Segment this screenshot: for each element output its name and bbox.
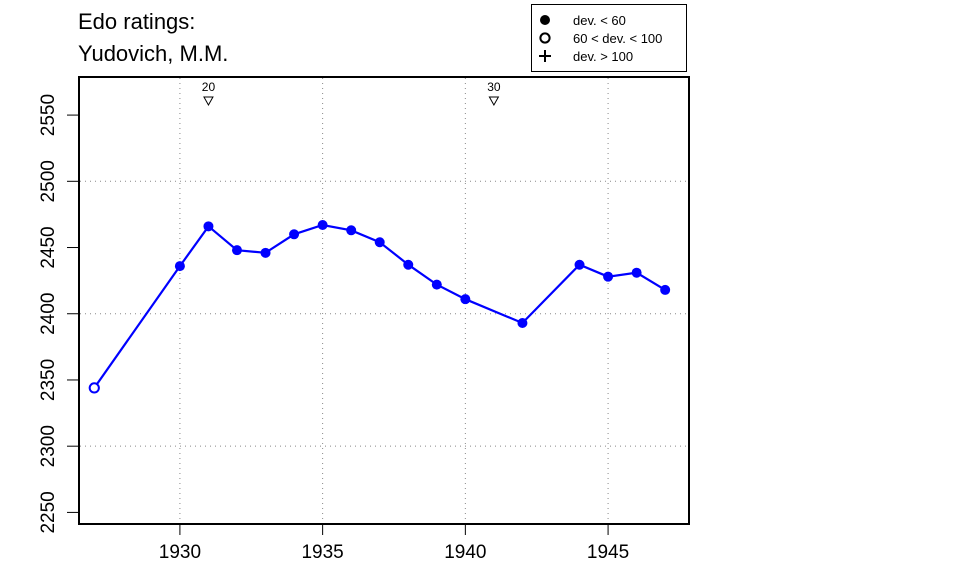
data-point bbox=[374, 237, 385, 248]
filled-circle-icon bbox=[540, 15, 550, 25]
x-tick-label: 1935 bbox=[301, 542, 343, 563]
data-point bbox=[88, 382, 100, 394]
data-point bbox=[631, 267, 642, 278]
data-point bbox=[403, 259, 414, 270]
rating-series bbox=[88, 220, 671, 394]
data-point bbox=[317, 220, 328, 231]
data-point bbox=[260, 247, 271, 258]
x-tick-label: 1940 bbox=[444, 542, 486, 563]
data-point bbox=[517, 318, 528, 329]
y-tick-label: 2450 bbox=[38, 226, 59, 268]
game-count-markers: 20 30 bbox=[202, 80, 501, 107]
data-point bbox=[346, 225, 357, 236]
legend-label: dev. < 60 bbox=[573, 13, 626, 28]
data-point bbox=[203, 221, 214, 232]
game-count-label: 30 bbox=[487, 80, 501, 94]
game-count-label: 20 bbox=[202, 80, 216, 94]
legend: dev. < 60 60 < dev. < 100 dev. > 100 bbox=[531, 4, 687, 72]
x-axis: 1930 1935 1940 1945 bbox=[159, 525, 629, 563]
legend-label: dev. > 100 bbox=[573, 49, 634, 64]
y-tick-label: 2550 bbox=[38, 94, 59, 136]
legend-entry-dev-gt-100: dev. > 100 bbox=[532, 48, 686, 66]
data-point bbox=[574, 259, 585, 270]
x-tick-label: 1930 bbox=[159, 542, 201, 563]
chart-title-line-1: Edo ratings: bbox=[78, 9, 196, 34]
data-point bbox=[431, 279, 442, 290]
y-axis: 2250 2300 2350 2400 2450 2500 2550 bbox=[38, 94, 79, 534]
plot-frame bbox=[78, 76, 690, 525]
grid-lines bbox=[80, 78, 688, 523]
triangle-down-icon bbox=[488, 96, 500, 107]
data-point bbox=[174, 261, 185, 272]
legend-entry-dev-lt-60: dev. < 60 bbox=[532, 12, 686, 30]
legend-entry-dev-60-100: 60 < dev. < 100 bbox=[532, 30, 686, 48]
data-point bbox=[660, 284, 671, 295]
data-point bbox=[460, 294, 471, 305]
y-tick-label: 2300 bbox=[38, 425, 59, 467]
data-point bbox=[289, 229, 300, 240]
data-point bbox=[231, 245, 242, 256]
y-tick-label: 2350 bbox=[38, 359, 59, 401]
data-point bbox=[603, 271, 614, 282]
y-tick-label: 2250 bbox=[38, 491, 59, 533]
triangle-down-icon bbox=[203, 96, 214, 107]
chart-title-line-2: Yudovich, M.M. bbox=[78, 41, 229, 66]
legend-label: 60 < dev. < 100 bbox=[573, 31, 663, 46]
y-tick-label: 2500 bbox=[38, 160, 59, 202]
y-tick-label: 2400 bbox=[38, 293, 59, 335]
open-circle-icon bbox=[539, 32, 551, 44]
plus-icon bbox=[539, 50, 551, 62]
x-tick-label: 1945 bbox=[587, 542, 629, 563]
